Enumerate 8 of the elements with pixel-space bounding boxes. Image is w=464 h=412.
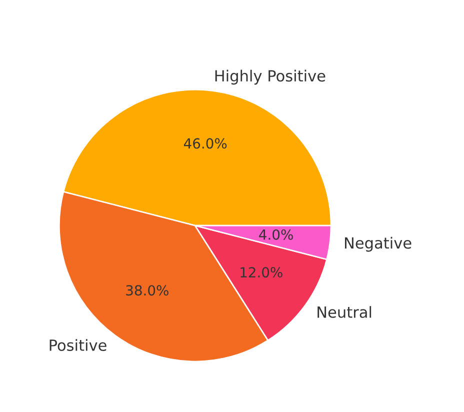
data-label: 4.0% bbox=[259, 229, 293, 240]
slice-label: Neutral bbox=[318, 306, 372, 318]
slice-label: Negative bbox=[344, 236, 412, 252]
data-label: 46.0% bbox=[184, 138, 227, 149]
data-label: 38.0% bbox=[126, 285, 168, 296]
slice-label: Highly Positive bbox=[215, 70, 326, 85]
slice-label: Positive bbox=[50, 339, 106, 351]
data-label: 12.0% bbox=[240, 267, 282, 278]
